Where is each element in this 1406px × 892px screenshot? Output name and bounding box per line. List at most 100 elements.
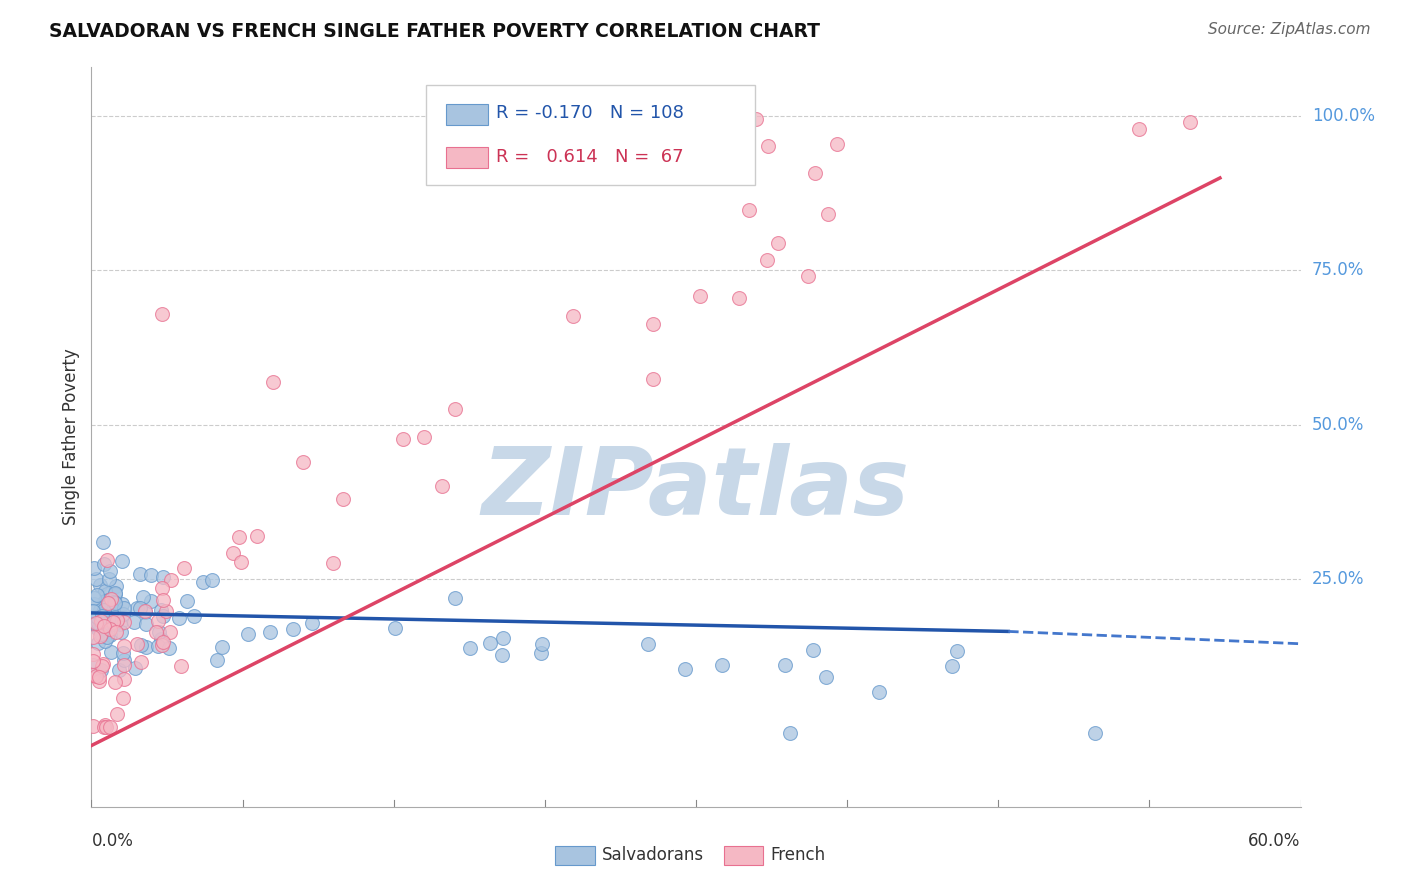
Point [111,598,134,612]
Point [796,268,818,283]
Point [152,608,174,623]
Point [94,584,117,599]
Text: SALVADORAN VS FRENCH SINGLE FATHER POVERTY CORRELATION CHART: SALVADORAN VS FRENCH SINGLE FATHER POVER… [49,22,820,41]
Point [211,640,233,654]
Point [112,653,135,667]
Point [90,608,112,623]
Point [98,572,121,586]
Point [134,604,156,618]
Point [82,647,104,661]
Point [479,636,502,650]
Point [93,534,115,549]
Point [183,609,205,624]
Point [641,317,664,331]
Point [152,593,174,607]
Point [86,616,108,631]
Point [97,596,120,610]
Point [817,207,839,221]
Point [332,491,354,506]
Point [84,618,107,632]
Point [93,617,115,632]
Point [83,597,105,611]
Point [139,594,162,608]
Point [103,598,125,612]
Point [941,659,963,673]
Point [90,613,112,627]
Point [103,595,125,609]
Point [430,479,453,493]
Point [673,662,696,676]
Point [775,658,797,673]
Point [112,601,135,615]
Point [91,615,114,629]
Point [148,639,170,653]
Point [91,658,114,673]
Point [94,602,117,616]
Point [105,706,128,721]
Point [814,670,837,684]
Point [150,582,173,596]
Point [710,657,733,672]
Point [100,564,122,578]
Point [135,617,157,632]
Point [145,625,167,640]
Point [122,615,145,629]
Point [301,615,323,630]
Point [111,553,134,567]
Point [1178,115,1201,129]
Point [100,645,122,659]
Point [97,593,120,607]
Point [89,603,111,617]
Point [766,236,789,251]
Point [222,545,245,559]
Point [413,430,436,444]
Point [1084,726,1107,740]
Point [157,641,180,656]
Point [728,291,751,305]
Point [100,720,122,734]
Point [146,614,169,628]
Text: 0.0%: 0.0% [91,832,134,850]
Point [737,202,759,217]
Point [159,573,181,587]
Point [90,627,112,641]
Point [82,604,104,618]
Point [89,578,111,592]
Text: 60.0%: 60.0% [1249,832,1301,850]
Point [384,621,406,635]
Point [152,570,174,584]
Point [112,690,135,705]
Point [259,625,281,640]
Point [779,726,801,740]
Point [89,622,111,636]
Point [292,455,315,469]
Point [868,685,890,699]
Point [127,601,149,615]
Point [90,622,112,636]
Point [114,672,136,686]
Point [159,625,181,640]
Text: ZIPatlas: ZIPatlas [482,443,910,535]
Point [176,594,198,608]
Point [90,663,112,677]
Point [96,630,118,644]
Point [246,529,269,543]
Point [94,593,117,607]
Point [134,605,156,619]
Point [129,655,152,669]
Point [561,309,583,323]
Point [689,289,711,303]
Point [98,593,121,607]
Point [96,720,118,734]
Point [112,640,135,654]
Point [83,591,105,605]
Point [111,646,134,660]
Point [97,598,120,612]
Point [93,619,115,633]
Point [150,307,173,321]
Point [262,375,284,389]
Point [94,615,117,629]
Point [139,567,162,582]
Point [444,402,467,417]
Point [94,634,117,648]
